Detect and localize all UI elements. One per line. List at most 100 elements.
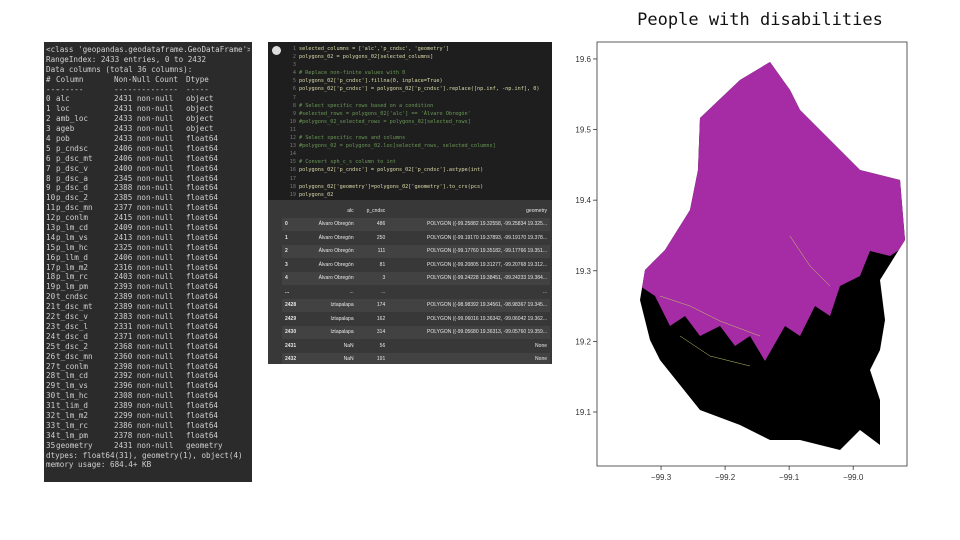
info-cell: 26 <box>46 351 56 361</box>
info-row: 7 p_dsc_v 2400 non-null float64 <box>46 164 250 174</box>
table-cell: 4 <box>282 271 304 285</box>
info-cell: -------------- <box>114 84 179 94</box>
info-cell: 2 <box>46 114 51 124</box>
info-cell: 19 <box>46 282 56 292</box>
info-cell: 27 <box>46 361 56 371</box>
table-row: 0 Álvaro Obregón 486 POLYGON ((-99.25882 19… <box>282 217 550 231</box>
info-cell: t_lm_rc <box>56 420 89 430</box>
info-cell: # <box>46 74 51 84</box>
info-cell: float64 <box>186 312 219 322</box>
info-cell: geometry <box>56 440 93 450</box>
line-number: 16 <box>289 167 296 174</box>
info-cell: p_dsc_v <box>56 163 89 173</box>
line-number: 19 <box>289 191 296 198</box>
info-row: 9 p_dsc_d 2388 non-null float64 <box>46 183 250 193</box>
info-row: 17 p_lm_m2 2316 non-null float64 <box>46 263 250 273</box>
info-row: 16 p_llm_d 2406 non-null float64 <box>46 253 250 263</box>
run-button[interactable] <box>272 46 281 55</box>
info-row: 22 t_dsc_v 2383 non-null float64 <box>46 312 250 322</box>
info-cell: t_lm_vs <box>56 381 89 391</box>
x-tick-label: −99.1 <box>779 473 800 482</box>
table-cell: None <box>535 342 547 349</box>
info-cell: float64 <box>186 213 219 223</box>
info-cell: p_lm_hc <box>56 242 89 252</box>
info-cell: t_lm_cd <box>56 371 89 381</box>
info-row: 14 p_lm_vs 2413 non-null float64 <box>46 233 250 243</box>
table-cell: None <box>388 352 550 364</box>
info-cell: 2433 non-null <box>114 114 174 124</box>
info-cell: p_dsc_d <box>56 183 89 193</box>
info-cell: t_dsc_l <box>56 321 89 331</box>
info-cell: 2415 non-null <box>114 213 174 223</box>
info-row: 1 loc 2431 non-null object <box>46 104 250 114</box>
table-cell: 2431 <box>285 342 297 349</box>
info-row: 18 p_lm_rc 2403 non-null float64 <box>46 272 250 282</box>
info-cell: 0 <box>46 94 51 104</box>
code-line: 9 #selected_rows = polygons_02['alc'] == … <box>286 110 550 118</box>
code-line: 11 <box>286 126 550 134</box>
info-cell: 2398 non-null <box>114 361 174 371</box>
info-separator: --- ------ -------------- ----- <box>46 85 250 95</box>
table-cell: NaN <box>303 352 357 364</box>
info-row: 0 alc 2431 non-null object <box>46 94 250 104</box>
column-header: p_cndsc <box>366 207 386 214</box>
table-cell: POLYGON ((-99.25882 19.32558, -99.25834 … <box>388 217 550 231</box>
code-line: 6 polygons_02['p_cndsc'] = polygons_02['p… <box>286 85 550 93</box>
code-text: polygons_02['geometry']=polygons_02['geo… <box>299 183 484 190</box>
info-cell: t_dsc_v <box>56 312 89 322</box>
table-cell: 56 <box>379 342 386 349</box>
info-cell: float64 <box>186 203 219 213</box>
info-row: 2 amb_loc 2433 non-null object <box>46 114 250 124</box>
table-cell: 174 <box>356 298 389 312</box>
info-row: 11 p_dsc_mn 2377 non-null float64 <box>46 203 250 213</box>
info-cell: ----- <box>186 84 209 94</box>
info-cell: 2431 non-null <box>114 94 174 104</box>
info-cell: p_lm_cd <box>56 223 89 233</box>
table-cell: 162 <box>376 315 386 322</box>
code-line: 17 <box>286 175 550 183</box>
info-cell: float64 <box>186 163 219 173</box>
table-cell: 2428 <box>282 298 304 312</box>
table-row: 1 Álvaro Obregón 250 POLYGON ((-99.19170 19… <box>282 231 550 245</box>
code-line: 15 # Convert sph_c_s column to int <box>286 158 550 166</box>
info-cell: 32 <box>46 410 56 420</box>
info-cell: --- <box>46 84 60 94</box>
table-cell: 486 <box>356 217 389 231</box>
line-number: 5 <box>292 78 296 85</box>
info-cell: 2371 non-null <box>114 331 174 341</box>
table-cell: 111 <box>356 244 389 258</box>
info-row: 28 t_lm_cd 2392 non-null float64 <box>46 371 250 381</box>
code-text: polygons_02 = polygons_02[selected_colum… <box>299 54 434 61</box>
table-cell: 3 <box>285 261 288 268</box>
table-cell: NaN <box>343 342 354 349</box>
code-line: 5 polygons_02['p_cndsc'].fillna(0, inplac… <box>286 77 550 85</box>
slide-title: People with disabilities <box>637 10 883 30</box>
table-cell: Álvaro Obregón <box>303 217 357 231</box>
table-cell: Iztapalapa <box>330 315 354 322</box>
info-cell: alc <box>56 94 70 104</box>
info-row: 30 t_lm_hc 2308 non-null float64 <box>46 391 250 401</box>
code-text: polygons_02 <box>299 191 334 198</box>
table-cell: POLYGON ((-98.98392 19.34561, -98.98367 … <box>388 298 550 312</box>
info-cell: 2388 non-null <box>114 183 174 193</box>
info-cell: float64 <box>186 252 219 262</box>
info-cell: float64 <box>186 331 219 341</box>
info-cell: p_dsc_mt <box>56 153 93 163</box>
info-header: # Column Non-Null Count Dtype <box>46 75 250 85</box>
table-cell: 250 <box>376 234 386 241</box>
info-cell: 25 <box>46 341 56 351</box>
y-tick-label: 19.2 <box>575 337 591 346</box>
info-cell: Dtype <box>186 74 209 84</box>
table-cell: 2429 <box>285 315 297 322</box>
code-line: 7 <box>286 94 550 102</box>
code-cell: 1 selected_columns = ['alc','p_cndsc', 'g… <box>268 42 552 364</box>
table-row: 2 Álvaro Obregón 111 POLYGON ((-99.17760 19… <box>282 244 550 258</box>
info-cell: 15 <box>46 242 56 252</box>
table-cell: Álvaro Obregón <box>303 244 357 258</box>
info-row: 3 ageb 2433 non-null object <box>46 124 250 134</box>
table-cell: 2432 <box>282 352 304 364</box>
info-cell: float64 <box>186 361 219 371</box>
info-cell: t_dsc_d <box>56 331 89 341</box>
info-cell: 2325 non-null <box>114 242 174 252</box>
info-cell: 2308 non-null <box>114 391 174 401</box>
